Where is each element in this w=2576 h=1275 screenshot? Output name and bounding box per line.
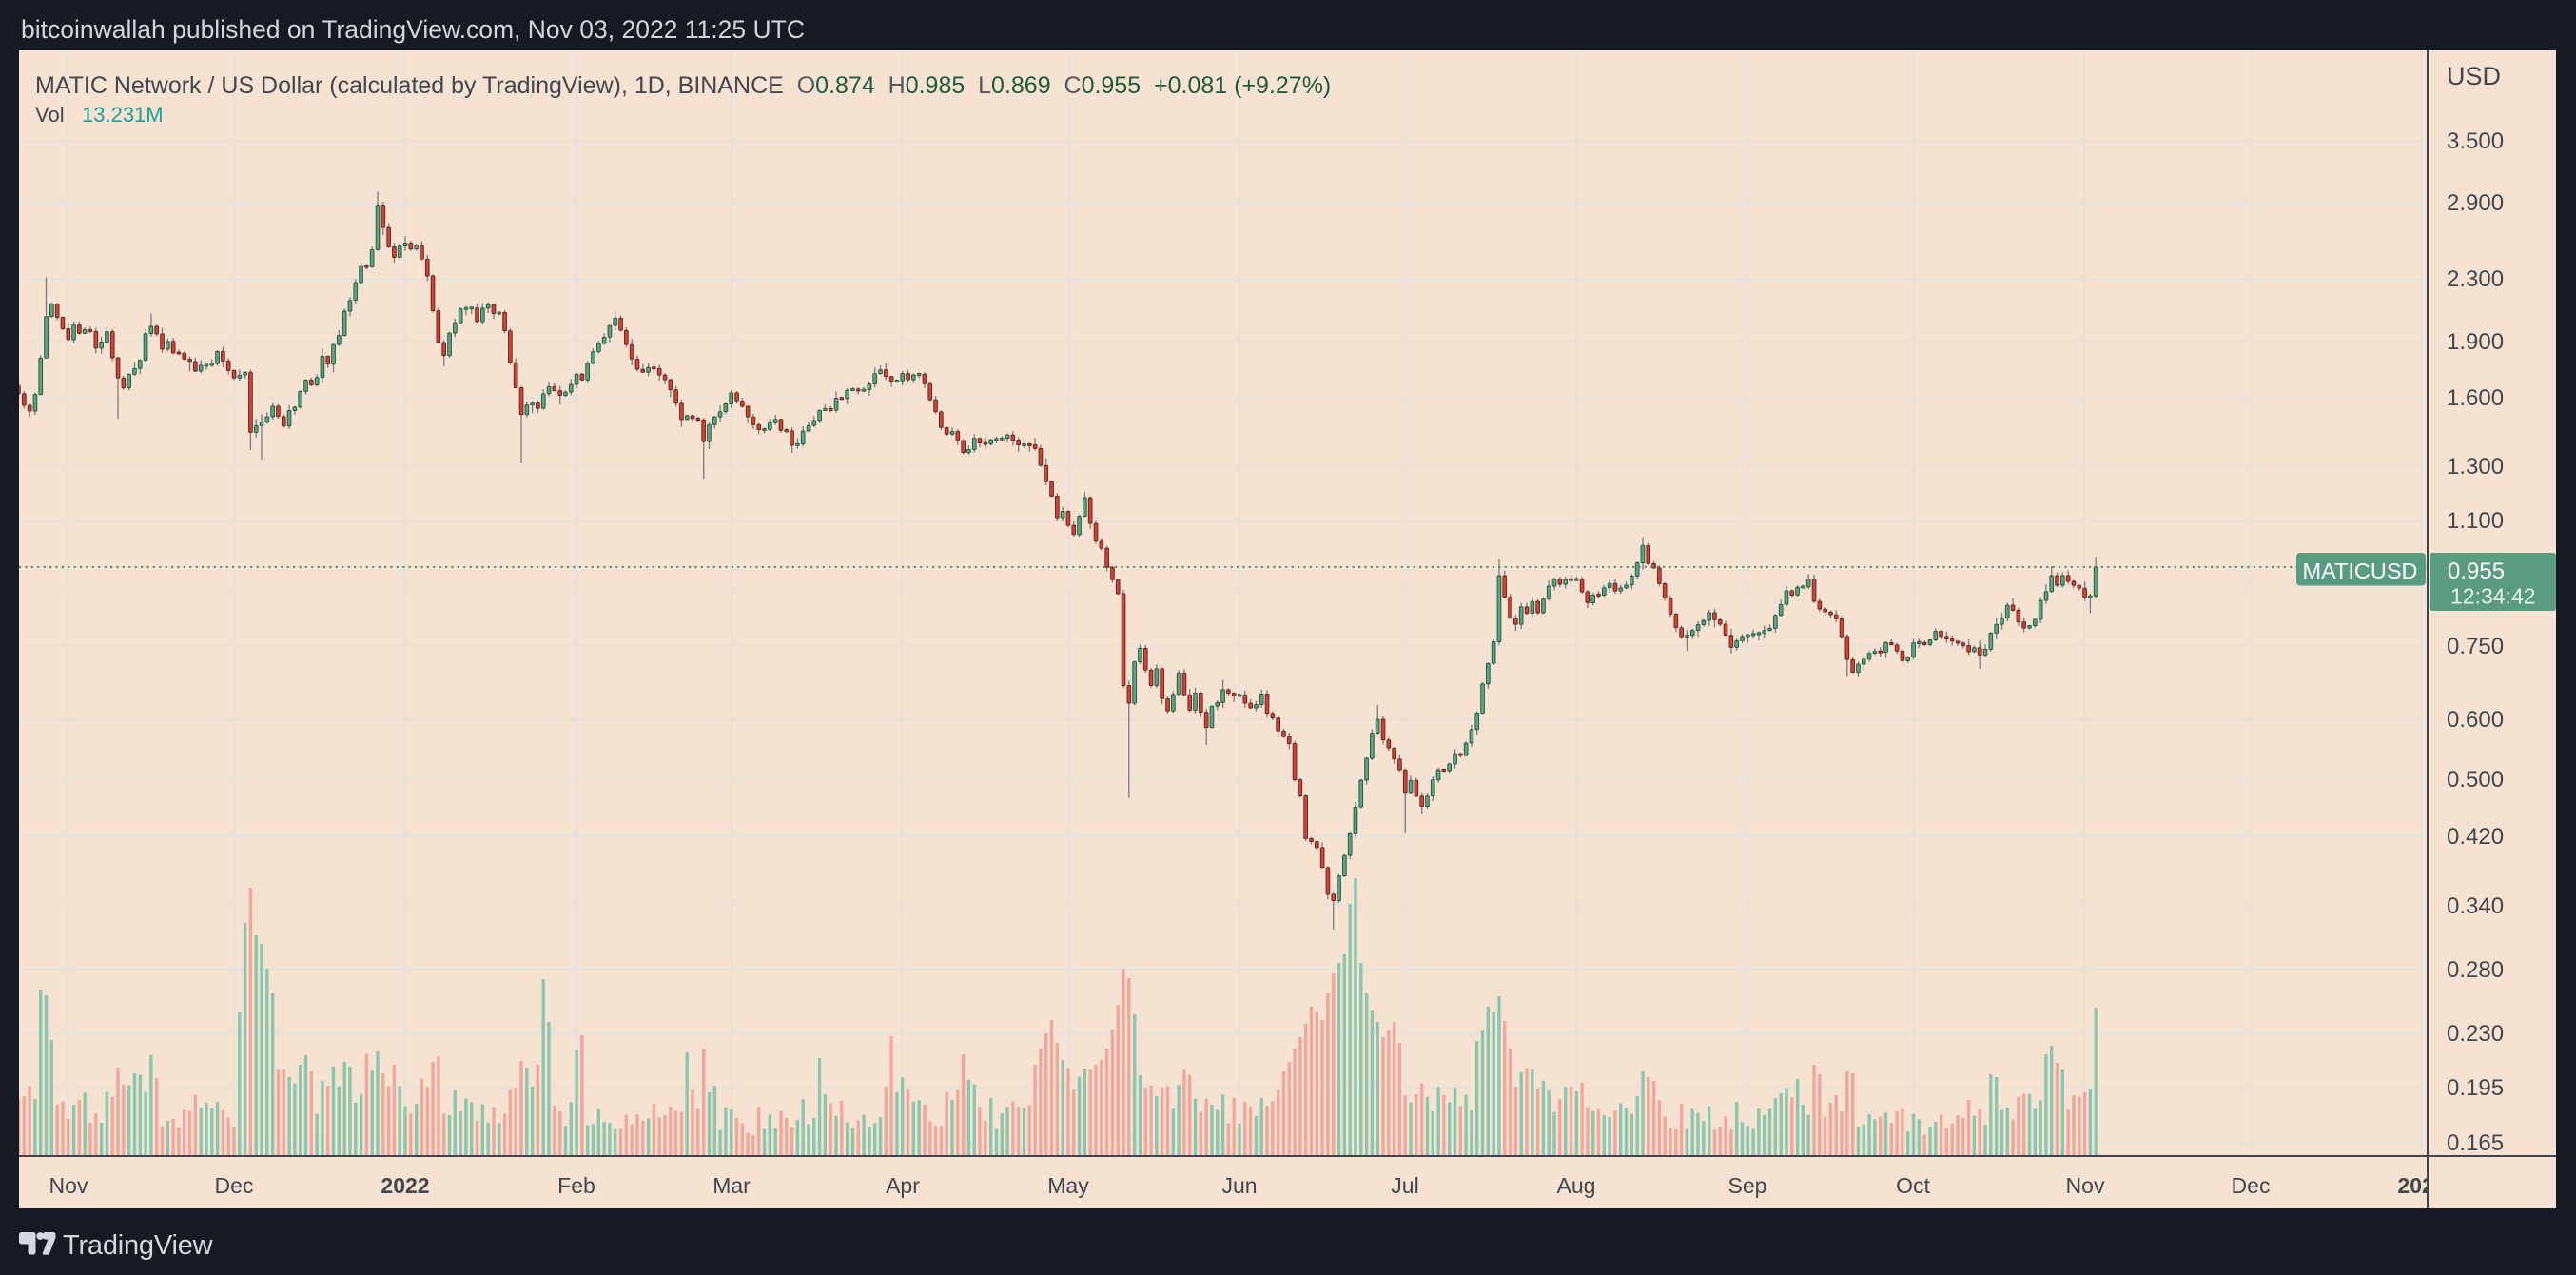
svg-text:1.300: 1.300 bbox=[2447, 454, 2504, 480]
svg-text:Aug: Aug bbox=[1557, 1173, 1596, 1198]
svg-text:TradingView: TradingView bbox=[63, 1230, 214, 1261]
svg-text:2.300: 2.300 bbox=[2447, 266, 2504, 292]
svg-text:Apr: Apr bbox=[886, 1173, 920, 1198]
svg-text:Feb: Feb bbox=[557, 1173, 595, 1198]
svg-text:Jun: Jun bbox=[1221, 1173, 1257, 1198]
svg-text:1.900: 1.900 bbox=[2447, 329, 2504, 355]
svg-text:MATIC Network / US Dollar (cal: MATIC Network / US Dollar (calculated by… bbox=[35, 72, 1331, 99]
svg-text:0.280: 0.280 bbox=[2447, 957, 2504, 983]
svg-text:0.600: 0.600 bbox=[2447, 707, 2504, 733]
svg-text:0.340: 0.340 bbox=[2447, 893, 2504, 919]
svg-text:Oct: Oct bbox=[1896, 1173, 1930, 1198]
svg-text:May: May bbox=[1047, 1173, 1089, 1198]
svg-text:Nov: Nov bbox=[2066, 1173, 2105, 1198]
svg-text:USD: USD bbox=[2447, 62, 2501, 90]
svg-text:2023: 2023 bbox=[2397, 1173, 2446, 1198]
svg-text:1.600: 1.600 bbox=[2447, 385, 2504, 411]
svg-text:13.231M: 13.231M bbox=[82, 103, 164, 127]
svg-text:12:34:42: 12:34:42 bbox=[2450, 584, 2536, 609]
svg-text:0.165: 0.165 bbox=[2447, 1130, 2504, 1156]
svg-text:1.100: 1.100 bbox=[2447, 508, 2504, 534]
svg-text:2.900: 2.900 bbox=[2447, 190, 2504, 216]
svg-text:0.230: 0.230 bbox=[2447, 1021, 2504, 1047]
svg-text:0.955: 0.955 bbox=[2448, 559, 2505, 584]
svg-text:3.500: 3.500 bbox=[2447, 128, 2504, 154]
svg-text:0.750: 0.750 bbox=[2447, 634, 2504, 659]
svg-text:MATICUSD: MATICUSD bbox=[2303, 559, 2418, 583]
svg-text:Dec: Dec bbox=[2232, 1173, 2271, 1198]
svg-text:Sep: Sep bbox=[1728, 1173, 1767, 1198]
svg-text:0.195: 0.195 bbox=[2447, 1075, 2504, 1101]
svg-text:bitcoinwallah published on Tra: bitcoinwallah published on TradingView.c… bbox=[21, 15, 805, 44]
svg-text:Nov: Nov bbox=[49, 1173, 88, 1198]
svg-text:Dec: Dec bbox=[215, 1173, 254, 1198]
svg-text:0.500: 0.500 bbox=[2447, 767, 2504, 793]
svg-text:0.420: 0.420 bbox=[2447, 824, 2504, 850]
svg-text:2022: 2022 bbox=[381, 1173, 429, 1198]
svg-text:Vol: Vol bbox=[35, 103, 65, 127]
svg-text:Jul: Jul bbox=[1391, 1173, 1418, 1198]
svg-text:Mar: Mar bbox=[712, 1173, 751, 1198]
